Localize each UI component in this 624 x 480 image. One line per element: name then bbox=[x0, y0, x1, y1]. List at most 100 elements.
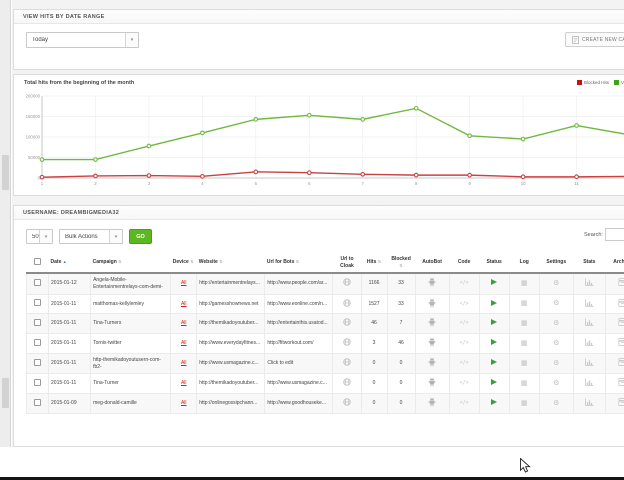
globe-icon[interactable] bbox=[343, 278, 351, 287]
left-edge-strip bbox=[0, 0, 11, 447]
data-point bbox=[520, 174, 526, 180]
column-campaign[interactable]: Campaign ⇅ bbox=[90, 253, 171, 274]
android-icon[interactable] bbox=[428, 397, 436, 407]
gear-icon[interactable]: ⚙ bbox=[553, 359, 560, 367]
select-all-checkbox[interactable] bbox=[34, 257, 42, 265]
grid-icon[interactable]: ▦ bbox=[520, 379, 528, 387]
column-website[interactable]: Website ⇅ bbox=[196, 253, 265, 274]
bar-chart-icon[interactable] bbox=[584, 378, 594, 387]
grid-icon[interactable]: ▦ bbox=[520, 359, 528, 367]
username-title: USERNAME: DREAMBIGMEDIA32 bbox=[23, 209, 120, 216]
grid-icon[interactable]: ▦ bbox=[520, 399, 528, 407]
column-url-to-cloak[interactable]: Url to Cloak bbox=[332, 253, 361, 274]
cell-hits: 0 bbox=[360, 393, 388, 414]
play-icon[interactable] bbox=[491, 319, 498, 326]
column-date[interactable]: Date ▲ bbox=[48, 253, 91, 274]
play-icon[interactable] bbox=[491, 379, 498, 386]
cell-date: 2015-01-11 bbox=[48, 313, 92, 334]
device-link[interactable]: All bbox=[180, 400, 187, 406]
grid-icon[interactable]: ▦ bbox=[520, 300, 528, 307]
search-input[interactable] bbox=[605, 228, 624, 241]
android-icon[interactable] bbox=[428, 298, 436, 308]
row-checkbox[interactable] bbox=[34, 299, 42, 306]
gear-icon[interactable]: ⚙ bbox=[553, 300, 560, 307]
bar-chart-icon[interactable] bbox=[584, 278, 594, 287]
bar-chart-icon[interactable] bbox=[584, 299, 594, 307]
bar-chart-icon[interactable] bbox=[584, 358, 594, 366]
play-icon[interactable] bbox=[491, 279, 498, 286]
play-icon[interactable] bbox=[491, 359, 498, 366]
device-link[interactable]: All bbox=[180, 340, 187, 346]
page-size-select[interactable]: 50 ▾ bbox=[26, 229, 53, 244]
device-link[interactable]: All bbox=[180, 280, 187, 287]
column-url-for-bots[interactable]: Url for Bots ⇅ bbox=[264, 253, 333, 274]
globe-icon[interactable] bbox=[343, 318, 351, 326]
go-button[interactable]: GO bbox=[129, 229, 152, 244]
column-hits[interactable]: Hits ⇅ bbox=[361, 253, 388, 274]
date-range-select-value: Today bbox=[32, 37, 49, 43]
play-icon[interactable] bbox=[491, 339, 498, 345]
table-row: 2015-01-11 Tina-Turners All http://themikad… bbox=[25, 313, 624, 334]
grid-icon[interactable]: ▦ bbox=[520, 319, 528, 327]
row-checkbox[interactable] bbox=[34, 278, 42, 286]
row-checkbox[interactable] bbox=[34, 358, 42, 366]
grid-icon[interactable]: ▦ bbox=[520, 279, 528, 287]
column-autobot: AutoBot bbox=[415, 253, 450, 274]
play-icon[interactable] bbox=[491, 399, 498, 405]
archive-box-icon[interactable] bbox=[618, 358, 624, 366]
bar-chart-icon[interactable] bbox=[584, 398, 594, 406]
mouse-cursor bbox=[520, 458, 531, 473]
row-checkbox[interactable] bbox=[34, 338, 42, 346]
code-brackets-icon[interactable]: </> bbox=[459, 340, 469, 346]
globe-icon[interactable] bbox=[343, 398, 351, 406]
gear-icon[interactable]: ⚙ bbox=[553, 339, 560, 347]
android-icon[interactable] bbox=[428, 337, 436, 347]
archive-box-icon[interactable] bbox=[618, 278, 624, 287]
row-checkbox[interactable] bbox=[34, 318, 42, 326]
globe-icon[interactable] bbox=[343, 338, 351, 346]
code-brackets-icon[interactable]: </> bbox=[459, 360, 469, 367]
device-link[interactable]: All bbox=[180, 300, 187, 307]
cell-website: http://onlinegossipchann... bbox=[196, 393, 266, 414]
code-brackets-icon[interactable]: </> bbox=[459, 300, 469, 307]
android-icon[interactable] bbox=[428, 357, 436, 367]
gear-icon[interactable]: ⚙ bbox=[553, 279, 560, 287]
cell-code: </> bbox=[448, 333, 480, 354]
column-device[interactable]: Device ⇅ bbox=[170, 253, 197, 274]
bar-chart-icon[interactable] bbox=[584, 338, 594, 346]
archive-box-icon[interactable] bbox=[618, 398, 624, 406]
archive-box-icon[interactable] bbox=[618, 298, 624, 307]
row-checkbox[interactable] bbox=[34, 398, 42, 406]
campaigns-panel: USERNAME: DREAMBIGMEDIA32 50 ▾ Bulk Acti… bbox=[13, 205, 624, 447]
device-link[interactable]: All bbox=[180, 320, 187, 327]
android-icon[interactable] bbox=[428, 377, 436, 387]
cell-hits: 1166 bbox=[360, 272, 388, 295]
archive-box-icon[interactable] bbox=[618, 318, 624, 326]
code-brackets-icon[interactable]: </> bbox=[459, 320, 469, 327]
gear-icon[interactable]: ⚙ bbox=[553, 399, 560, 407]
device-link[interactable]: All bbox=[180, 380, 187, 387]
code-brackets-icon[interactable]: </> bbox=[459, 280, 469, 287]
globe-icon[interactable] bbox=[343, 378, 351, 386]
column-code: Code bbox=[449, 253, 480, 274]
create-new-campaign-button[interactable]: CREATE NEW CAMPAIGN bbox=[565, 32, 624, 47]
android-icon[interactable] bbox=[428, 277, 436, 287]
bulk-actions-select[interactable]: Bulk Actions ▾ bbox=[59, 229, 123, 244]
archive-box-icon[interactable] bbox=[618, 378, 624, 386]
android-icon[interactable] bbox=[428, 317, 436, 327]
date-range-select[interactable]: Today ▾ bbox=[26, 32, 139, 48]
bar-chart-icon[interactable] bbox=[584, 318, 594, 327]
device-link[interactable]: All bbox=[180, 360, 187, 367]
globe-icon[interactable] bbox=[343, 358, 351, 366]
gear-icon[interactable]: ⚙ bbox=[553, 379, 560, 387]
row-checkbox[interactable] bbox=[34, 378, 42, 386]
column-blocked[interactable]: Blocked ⇅ bbox=[387, 253, 416, 274]
code-brackets-icon[interactable]: </> bbox=[459, 400, 469, 406]
globe-icon[interactable] bbox=[343, 298, 351, 307]
code-brackets-icon[interactable]: </> bbox=[459, 380, 469, 387]
grid-icon[interactable]: ▦ bbox=[520, 339, 528, 347]
svg-text:5: 5 bbox=[255, 181, 258, 186]
play-icon[interactable] bbox=[491, 299, 498, 306]
archive-box-icon[interactable] bbox=[618, 338, 624, 346]
gear-icon[interactable]: ⚙ bbox=[553, 319, 560, 327]
